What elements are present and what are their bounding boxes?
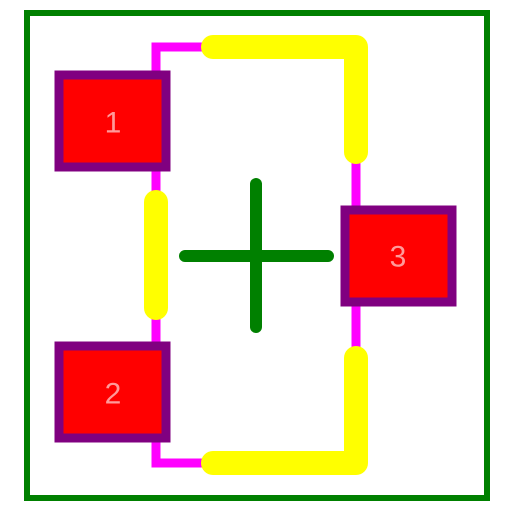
courtyard-outline	[24, 10, 490, 501]
pad-2-body	[54, 341, 171, 443]
pad-3-body	[340, 205, 457, 307]
pad-1-label: 1	[105, 107, 122, 140]
pad-1[interactable]: 1	[54, 70, 171, 172]
silkscreen	[144, 35, 368, 475]
pad-3-label: 3	[390, 241, 407, 274]
silkscreen-bottom	[201, 346, 368, 475]
pad-2-label: 2	[105, 378, 122, 411]
pad-3[interactable]: 3	[340, 205, 457, 307]
pad-2[interactable]: 2	[54, 341, 171, 443]
center-cross	[179, 178, 334, 333]
silkscreen-top	[201, 35, 368, 164]
pad-1-body	[54, 70, 171, 172]
